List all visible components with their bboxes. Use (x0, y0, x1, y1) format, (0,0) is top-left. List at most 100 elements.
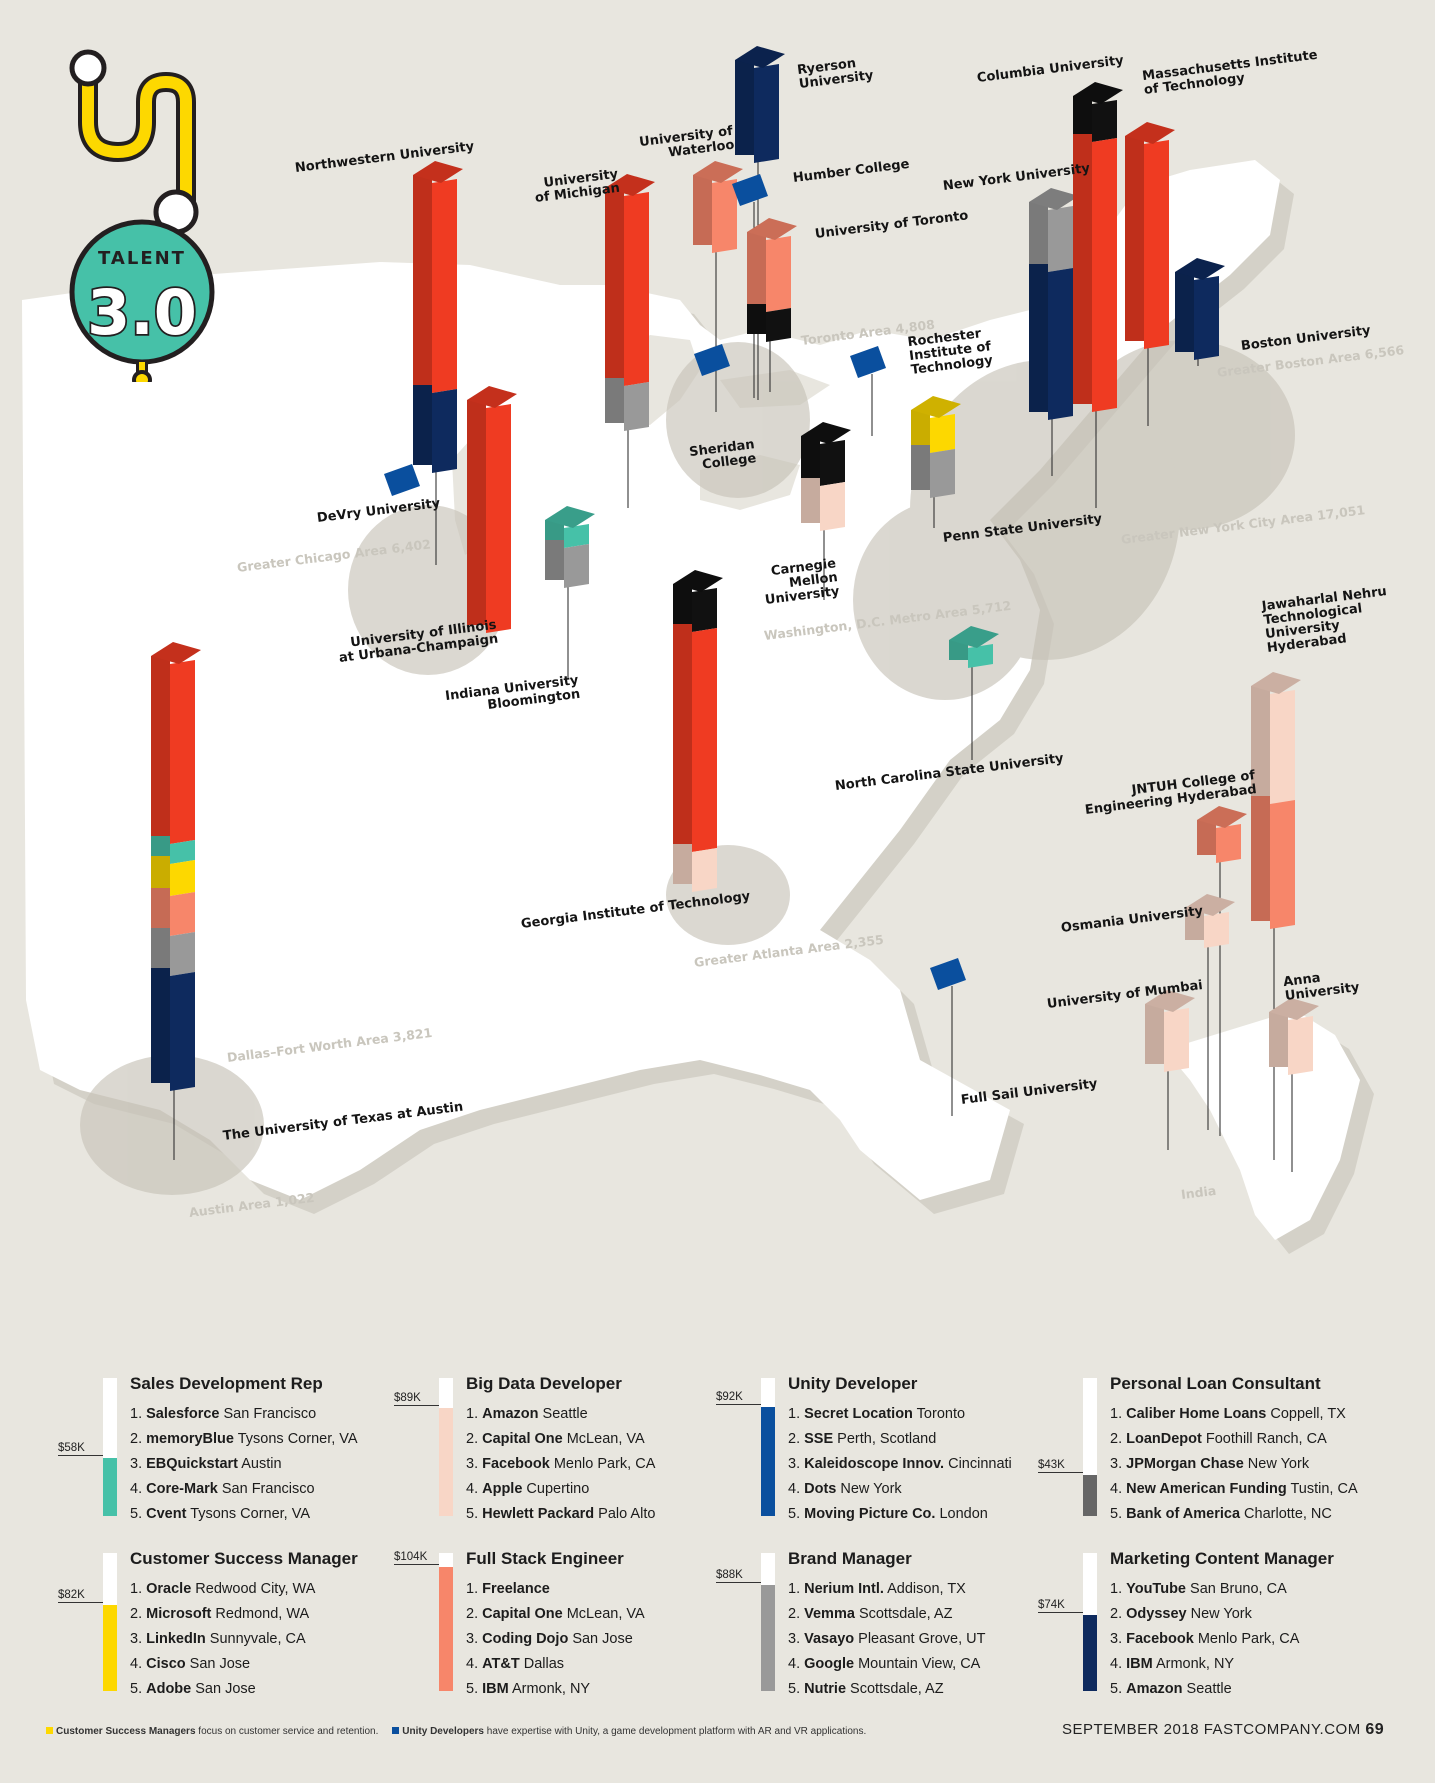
company-item: 4. Dots New York (788, 1481, 902, 1497)
segment-front-ncstate-0 (968, 644, 993, 668)
company-list: 1. Oracle Redwood City, WA 2. Microsoft R… (130, 1577, 315, 1702)
company-item: 4. Apple Cupertino (466, 1481, 590, 1497)
segment-front-pennstate-0 (930, 414, 955, 453)
company-item: 5. Hewlett Packard Palo Alto (466, 1506, 656, 1522)
segment-front-nyu-1 (1048, 268, 1073, 420)
company-item: 3. LinkedIn Sunnyvale, CA (130, 1631, 306, 1647)
segment-front-utaustin-4 (170, 932, 195, 976)
salary-bar (761, 1553, 775, 1691)
segment-side-pennstate-0 (911, 410, 930, 445)
column-ryerson (735, 46, 785, 163)
segment-side-pennstate-1 (911, 445, 930, 490)
segment-side-utaustin-4 (151, 928, 170, 968)
column-nyu (1029, 188, 1079, 420)
column-toronto (747, 218, 797, 342)
flag-fullsail (930, 958, 966, 990)
segment-front-jntu-1 (1270, 800, 1295, 929)
segment-side-toronto-0 (747, 232, 766, 304)
company-item: 1. Amazon Seattle (466, 1406, 588, 1422)
column-gatech (673, 570, 723, 892)
flag-rit (850, 346, 886, 378)
segment-side-uiuc-0 (467, 400, 486, 625)
segment-front-utaustin-5 (170, 972, 195, 1091)
salary-bar (103, 1553, 117, 1691)
segment-side-michigan-1 (605, 378, 624, 423)
company-list: 1. Salesforce San Francisco 2. memoryBlue… (130, 1402, 358, 1527)
page-number: 69 (1365, 1721, 1385, 1738)
segment-side-mit-0 (1125, 136, 1144, 341)
segment-side-columbia-1 (1073, 134, 1092, 404)
company-item: 4. IBM Armonk, NY (1110, 1656, 1235, 1672)
company-item: 2. Vemma Scottsdale, AZ (788, 1606, 953, 1622)
company-item: 3. Facebook Menlo Park, CA (466, 1456, 656, 1472)
column-top-indiana (545, 506, 595, 528)
column-humber (732, 174, 768, 206)
salary-bar-fill (1083, 1474, 1097, 1516)
column-top-mit (1125, 122, 1175, 144)
column-columbia (1073, 82, 1123, 412)
company-item: 5. Adobe San Jose (130, 1681, 256, 1697)
job-title: Marketing Content Manager (1110, 1549, 1334, 1568)
segment-front-mumbai-0 (1164, 1008, 1189, 1072)
job-brand-manager: $88K Brand Manager 1. Nerium Intl. Addison… (686, 1543, 1006, 1703)
salary-bar (761, 1378, 775, 1516)
segment-front-toronto-0 (766, 236, 791, 312)
salary-bar (103, 1378, 117, 1516)
job-unity-developer: $92K Unity Developer 1. Secret Location To… (686, 1368, 1012, 1528)
segment-side-jntuh-0 (1197, 820, 1216, 855)
company-item: 2. Capital One McLean, VA (466, 1431, 645, 1447)
toronto-area-circle (666, 342, 810, 498)
segment-side-anna-0 (1269, 1012, 1288, 1067)
column-top-osmania (1185, 894, 1235, 916)
company-list: 1. Caliber Home Loans Coppell, TX 2. Loan… (1110, 1402, 1358, 1527)
segment-front-bu-0 (1194, 276, 1219, 360)
segment-front-indiana-0 (564, 524, 589, 548)
segment-side-cmu-0 (801, 436, 820, 478)
footnote: Customer Success Managers focus on custo… (46, 1726, 866, 1737)
company-item: 2. Microsoft Redmond, WA (130, 1606, 310, 1622)
blue-square-icon (392, 1727, 400, 1734)
salary-bar (1083, 1553, 1097, 1691)
segment-side-michigan-0 (605, 188, 624, 378)
segment-front-gatech-1 (692, 628, 717, 852)
job-big-data-developer: $89K Big Data Developer 1. Amazon Seattle 2… (364, 1368, 684, 1528)
segment-front-nyu-0 (1048, 206, 1073, 272)
salary-label: $43K (1038, 1459, 1083, 1473)
logo-talent: TALENT (98, 248, 186, 269)
column-indiana (545, 506, 595, 588)
column-michigan (605, 174, 655, 431)
segment-front-northwestern-0 (432, 179, 457, 393)
company-item: 1. Caliber Home Loans Coppell, TX (1110, 1406, 1346, 1422)
company-item: 5. Cvent Tysons Corner, VA (130, 1506, 310, 1522)
column-top-nyu (1029, 188, 1079, 210)
segment-front-columbia-0 (1092, 100, 1117, 142)
company-item: 5. Nutrie Scottsdale, AZ (788, 1681, 944, 1697)
segment-side-northwestern-1 (413, 385, 432, 465)
job-title: Personal Loan Consultant (1110, 1374, 1321, 1393)
talent-map (22, 46, 1374, 1254)
segment-side-ryerson-0 (735, 60, 754, 155)
company-list: 1. Freelance 2. Capital One McLean, VA 3. … (466, 1577, 645, 1702)
company-item: 5. Moving Picture Co. London (788, 1506, 988, 1522)
talent-3-logo: TALENT 3.0 (69, 49, 215, 382)
segment-front-waterloo-0 (712, 179, 737, 253)
salary-bar-fill (439, 1566, 453, 1691)
segment-front-indiana-1 (564, 544, 589, 588)
company-item: 1. Secret Location Toronto (788, 1406, 966, 1422)
segment-side-gatech-1 (673, 624, 692, 844)
column-top-jntuh (1197, 806, 1247, 828)
segment-front-pennstate-1 (930, 449, 955, 498)
flag-sheridan (694, 344, 730, 376)
segment-side-gatech-2 (673, 844, 692, 884)
segment-side-ncstate-0 (949, 640, 968, 660)
segment-side-indiana-0 (545, 520, 564, 540)
segment-front-uiuc-0 (486, 404, 511, 633)
job-title: Full Stack Engineer (466, 1549, 624, 1568)
company-item: 5. IBM Armonk, NY (466, 1681, 591, 1697)
salary-bar-fill (1083, 1615, 1097, 1691)
company-item: 3. EBQuickstart Austin (130, 1456, 282, 1472)
company-item: 5. Bank of America Charlotte, NC (1110, 1506, 1332, 1522)
column-cmu (801, 422, 851, 531)
folio: SEPTEMBER 2018 FASTCOMPANY.COM 69 (1062, 1721, 1384, 1739)
